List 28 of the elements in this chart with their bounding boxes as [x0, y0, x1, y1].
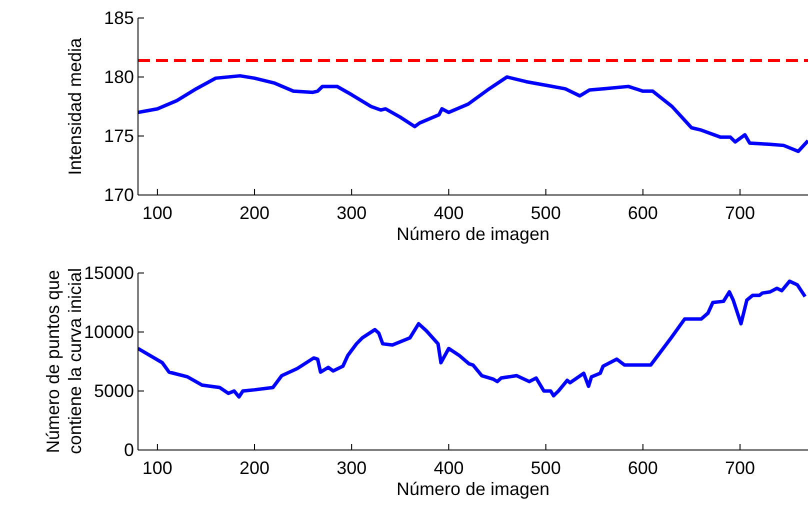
y-tick-label: 10000	[84, 322, 134, 342]
x-tick-label: 300	[336, 458, 367, 478]
y-tick-label: 185	[104, 8, 134, 28]
x-tick-label: 600	[628, 203, 658, 223]
x-tick-label: 400	[434, 203, 464, 223]
x-tick-label: 600	[628, 458, 658, 478]
y-tick-label: 0	[124, 440, 134, 460]
y-axis-title: Intensidad media	[64, 38, 86, 176]
y-tick-label: 5000	[94, 381, 134, 401]
x-tick-label: 500	[530, 203, 561, 223]
x-tick-label: 300	[336, 203, 367, 223]
y-tick-label: 15000	[84, 263, 134, 283]
x-tick-label: 700	[725, 458, 756, 478]
x-axis-title: Número de imagen	[396, 224, 550, 244]
y-tick-label: 175	[104, 126, 134, 146]
x-tick-label: 100	[142, 458, 172, 478]
y-axis-title: Número de puntos que contiene la curva inicial	[42, 268, 85, 455]
x-tick-label: 200	[240, 203, 270, 223]
x-tick-label: 400	[434, 458, 464, 478]
x-tick-label: 100	[142, 203, 172, 223]
line-series	[138, 280, 807, 399]
x-tick-label: 700	[725, 203, 756, 223]
x-axis-title: Número de imagen	[396, 479, 550, 499]
x-tick-label: 500	[530, 458, 561, 478]
x-tick-label: 200	[240, 458, 270, 478]
y-tick-label: 170	[104, 185, 134, 205]
line-series	[138, 74, 808, 154]
y-tick-label: 180	[104, 67, 134, 87]
